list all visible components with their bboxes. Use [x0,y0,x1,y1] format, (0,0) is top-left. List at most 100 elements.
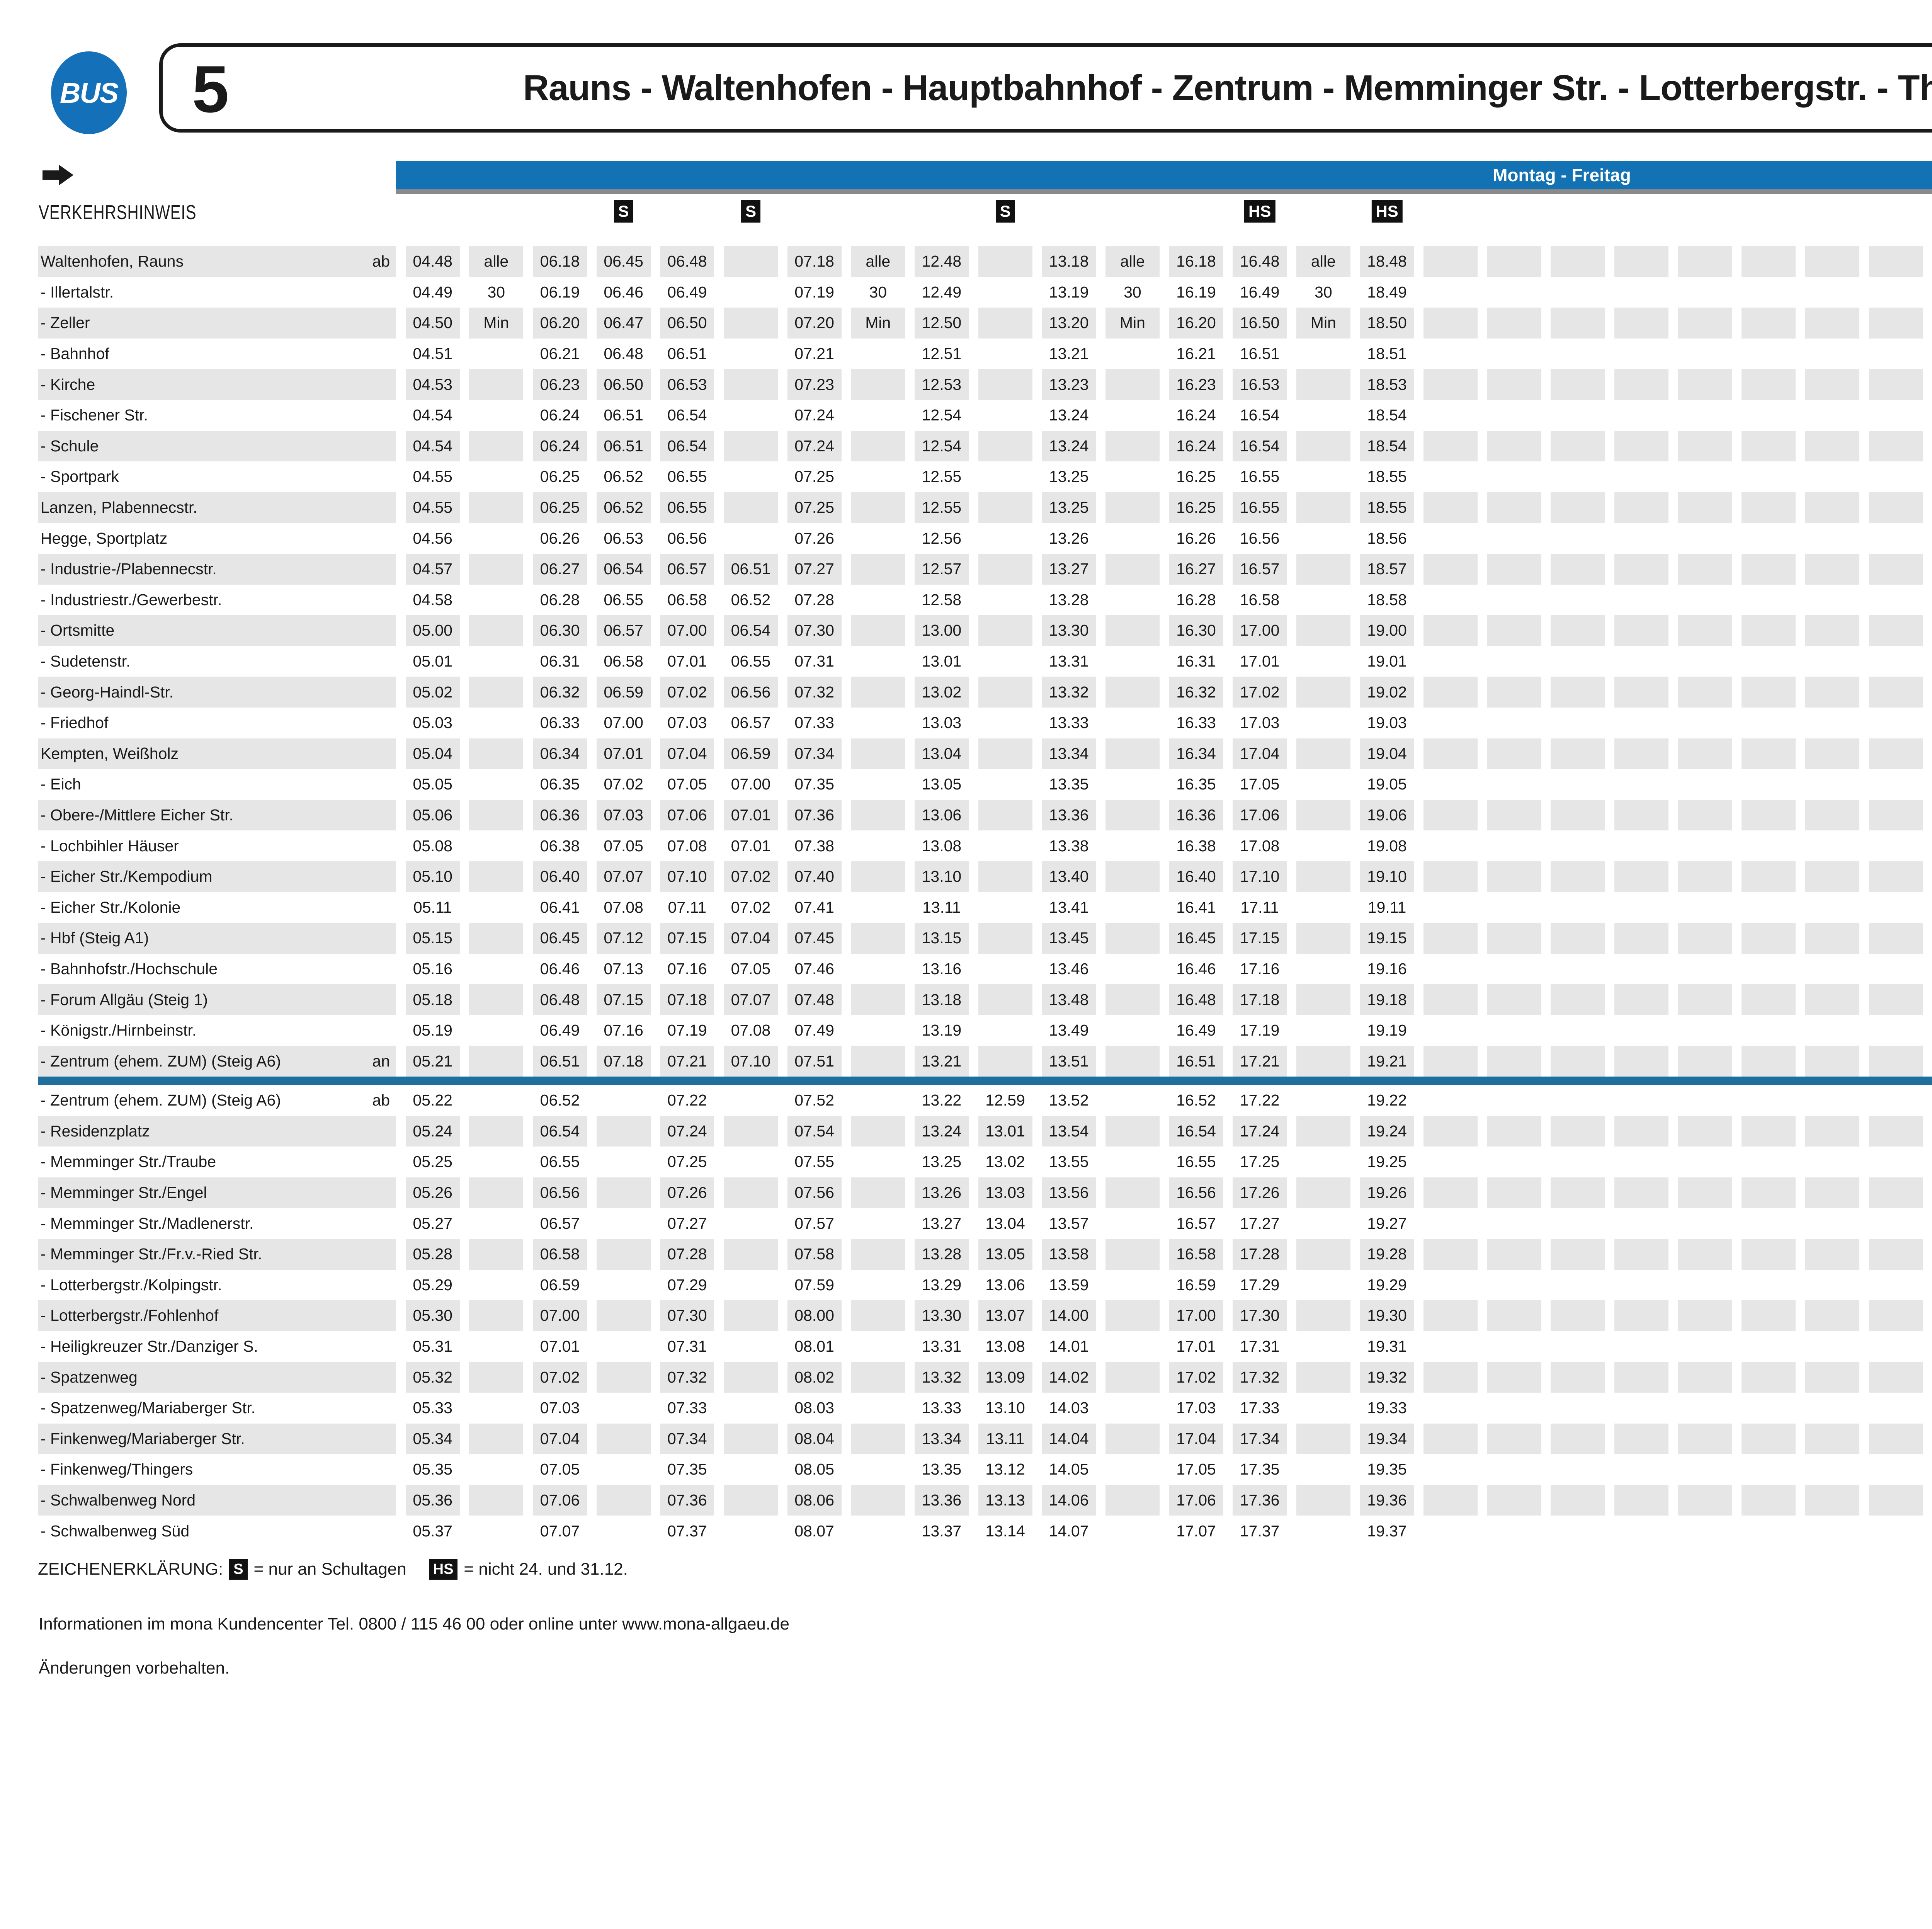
time-cell: 14.02 [1042,1362,1096,1393]
time-cell [1678,246,1732,277]
verkehrshinweis-label: VERKEHRSHINWEIS [39,201,197,224]
time-cell [1614,1300,1669,1331]
time-cell: 06.48 [604,345,643,363]
time-cell: 06.51 [723,553,778,585]
time-cell [1742,1238,1796,1270]
time-cell [1869,738,1923,769]
time-cell: 06.52 [731,590,771,609]
time-cell: 05.28 [405,1238,460,1270]
time-cell [1678,1015,1732,1046]
time-cell: 05.05 [413,775,452,793]
time-cell: 18.48 [1360,246,1414,277]
time-cell [1105,1331,1160,1362]
time-cell [469,646,523,677]
time-cell: 13.07 [978,1300,1032,1331]
time-cell [978,1046,1032,1077]
time-cell: 13.11 [922,898,961,916]
time-cell [1742,308,1796,339]
time-cell [1614,923,1669,954]
time-cell: 13.58 [1042,1238,1096,1270]
time-cell: 07.30 [787,615,842,646]
time-cell: 17.18 [1233,984,1287,1015]
time-cell [1805,769,1859,800]
time-cell [469,369,524,400]
station-cell: - Bahnhof [38,339,396,369]
time-cell [469,1362,524,1393]
time-cell [1296,585,1350,616]
time-cell [1487,246,1541,277]
time-cell [1614,523,1668,554]
time-cell [1296,523,1350,554]
time-cell: 13.02 [985,1153,1025,1171]
time-cell: 13.16 [922,959,962,978]
time-cell [851,769,905,800]
time-cell: 08.07 [794,1522,834,1540]
time-cell [1742,1362,1796,1393]
time-cell: 06.38 [540,837,580,855]
time-cell: 16.58 [1169,1238,1223,1270]
time-cell [1678,615,1732,646]
time-cell: 07.36 [660,1485,714,1516]
time-cell: 19.34 [1360,1423,1414,1454]
time-cell: 06.52 [604,468,643,486]
time-cell: 06.55 [540,1153,580,1171]
station-cell: - Memminger Str./Traube [38,1147,396,1177]
time-cell [469,1046,524,1077]
time-cell [1869,523,1923,554]
time-cell: 16.50 [1233,308,1287,339]
time-cell [1487,339,1541,369]
time-cell [1487,892,1541,923]
time-cell [1296,1046,1350,1077]
time-cell: 04.55 [413,468,452,486]
station-name: - Friedhof [41,714,109,732]
time-cell: 19.29 [1367,1276,1407,1294]
time-cell: 06.54 [723,615,778,646]
time-cell [1487,799,1541,831]
time-cell [851,430,905,462]
time-cell: 05.26 [405,1177,460,1208]
station-cell: - Forum Allgäu (Steig 1) [38,984,396,1015]
time-cell: 12.55 [914,492,969,523]
time-cell [1742,1208,1796,1239]
time-cell: 14.01 [1049,1337,1089,1356]
time-cell [1742,369,1796,400]
timetable-section-departure: - Zentrum (ehem. ZUM) (Steig A6) ab 05.22 0… [38,1085,1932,1546]
time-cell [1487,923,1541,954]
time-cell: 06.30 [532,615,587,646]
time-cell [1742,553,1796,585]
station-name: - Memminger Str./Engel [41,1184,207,1202]
time-cell [1296,1423,1350,1454]
station-cell: - Spatzenweg [38,1362,396,1393]
station-name: - Industrie-/Plabennecstr. [41,560,217,578]
time-cell [1869,1300,1923,1331]
time-cell: 12.58 [922,590,962,609]
time-cell [978,246,1032,277]
time-cell: 13.15 [914,923,969,954]
time-cell [1423,277,1478,308]
time-cell: 16.49 [1176,1021,1216,1039]
time-cell: 06.56 [667,529,707,547]
time-cell: 07.24 [794,406,834,424]
station-cell: - Eich [38,769,396,800]
time-cell [469,1485,524,1516]
time-cell: 16.20 [1169,308,1223,339]
time-cell [851,1046,905,1077]
time-cell [1869,1177,1923,1208]
time-cell: 17.15 [1233,923,1287,954]
time-cell [1423,769,1478,800]
time-cell: 16.36 [1169,799,1223,831]
time-cell: 19.31 [1367,1337,1407,1356]
time-cell [851,738,905,769]
time-cell [1296,1116,1350,1147]
time-cell [1296,1393,1350,1424]
time-cell: 07.06 [532,1485,587,1516]
time-cell: 06.24 [540,406,580,424]
time-cell [1105,1270,1160,1301]
time-cell [1614,1177,1669,1208]
time-cell [1614,492,1669,523]
time-cell [469,1238,524,1270]
station-cell: - Industriestr./Gewerbestr. [38,585,396,616]
time-cell [1678,954,1732,985]
time-cell: 07.03 [596,799,651,831]
time-cell [469,1300,524,1331]
